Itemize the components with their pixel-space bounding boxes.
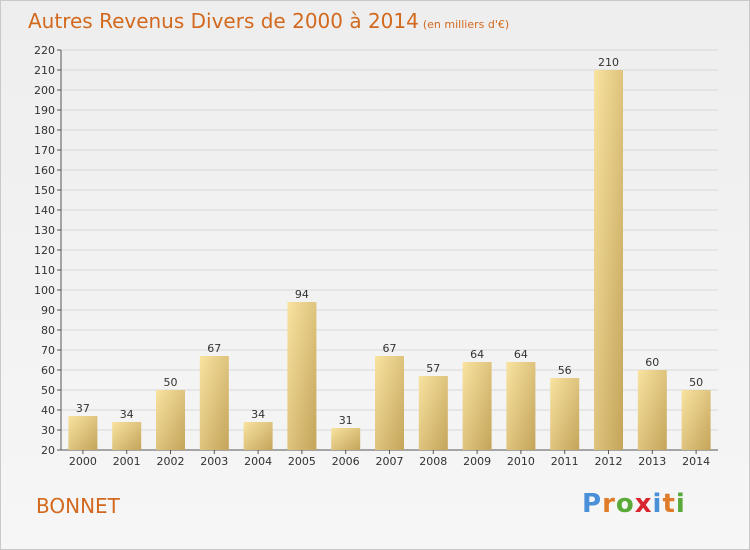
x-tick-label: 2003 [200, 455, 228, 468]
data-label: 67 [207, 342, 221, 355]
bar [418, 376, 448, 450]
y-tick-label: 50 [41, 384, 55, 397]
data-label: 37 [76, 402, 90, 415]
x-tick-label: 2009 [463, 455, 491, 468]
x-tick-label: 2002 [157, 455, 185, 468]
data-label: 210 [598, 56, 619, 69]
y-tick-label: 130 [34, 224, 55, 237]
bar [199, 356, 229, 450]
data-label: 67 [383, 342, 397, 355]
x-tick-label: 2013 [638, 455, 666, 468]
data-label: 50 [689, 376, 703, 389]
y-tick-label: 180 [34, 124, 55, 137]
y-tick-label: 150 [34, 184, 55, 197]
bars [68, 70, 711, 450]
y-tick-label: 90 [41, 304, 55, 317]
x-tick-label: 2007 [376, 455, 404, 468]
y-tick-label: 140 [34, 204, 55, 217]
y-tick-label: 30 [41, 424, 55, 437]
bar [287, 302, 317, 450]
y-tick-label: 200 [34, 84, 55, 97]
y-tick-label: 40 [41, 404, 55, 417]
bar [637, 370, 667, 450]
y-tick-label: 170 [34, 144, 55, 157]
data-label: 60 [645, 356, 659, 369]
y-tick-label: 210 [34, 64, 55, 77]
y-tick-label: 100 [34, 284, 55, 297]
x-tick-label: 2000 [69, 455, 97, 468]
x-tick-label: 2005 [288, 455, 316, 468]
y-tick-label: 160 [34, 164, 55, 177]
y-tick-label: 120 [34, 244, 55, 257]
bar [375, 356, 404, 450]
bar [462, 362, 492, 450]
chart-title-text: Autres Revenus Divers de 2000 à 2014 [28, 9, 419, 33]
data-label: 64 [514, 348, 528, 361]
bar [112, 422, 142, 450]
data-label: 64 [470, 348, 484, 361]
y-tick-label: 60 [41, 364, 55, 377]
data-label: 57 [426, 362, 440, 375]
bar [156, 390, 185, 450]
bar [331, 428, 361, 450]
bar [594, 70, 623, 450]
x-tick-label: 2014 [682, 455, 710, 468]
data-label: 50 [164, 376, 178, 389]
bar [550, 378, 580, 450]
labels: 37 2000 34 2001 50 2002 67 2003 34 2004 94 2005 31 20… [69, 56, 710, 468]
data-label: 31 [339, 414, 353, 427]
y-tick-label: 220 [34, 44, 55, 57]
data-label: 34 [120, 408, 134, 421]
x-tick-label: 2004 [244, 455, 272, 468]
y-tick-label: 190 [34, 104, 55, 117]
commune-name: BONNET [36, 494, 120, 518]
x-tick-label: 2011 [551, 455, 579, 468]
x-tick-label: 2012 [595, 455, 623, 468]
chart-title: Autres Revenus Divers de 2000 à 2014 (en … [28, 9, 509, 33]
chart-subtitle: (en milliers d'€) [422, 18, 510, 31]
y-tick-label: 110 [34, 264, 55, 277]
bar [68, 416, 98, 450]
bar [243, 422, 273, 450]
proxiti-logo[interactable]: Proxiti [582, 489, 686, 519]
x-tick-label: 2006 [332, 455, 360, 468]
data-label: 56 [558, 364, 572, 377]
x-tick-label: 2001 [113, 455, 141, 468]
x-tick-label: 2008 [419, 455, 447, 468]
data-label: 34 [251, 408, 265, 421]
y-tick-label: 80 [41, 324, 55, 337]
y-tick-label: 20 [41, 444, 55, 457]
y-tick-label: 70 [41, 344, 55, 357]
data-label: 94 [295, 288, 309, 301]
bar [681, 390, 711, 450]
bar [506, 362, 536, 450]
x-tick-label: 2010 [507, 455, 535, 468]
